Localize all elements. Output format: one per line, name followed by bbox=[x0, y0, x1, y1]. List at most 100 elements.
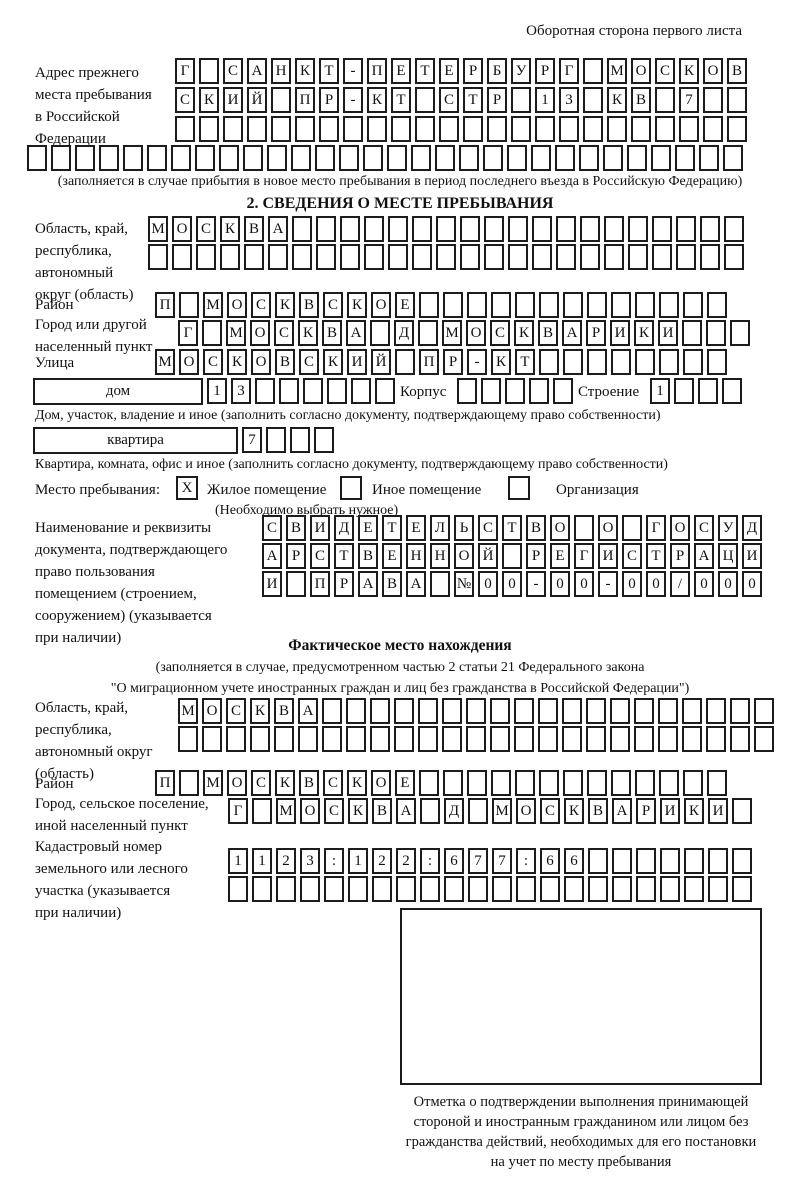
char-cell[interactable] bbox=[202, 320, 222, 346]
char-cell[interactable]: 0 bbox=[550, 571, 570, 597]
char-cell[interactable] bbox=[607, 116, 627, 142]
char-cell[interactable] bbox=[555, 145, 575, 171]
char-cell[interactable] bbox=[466, 726, 486, 752]
char-cell[interactable] bbox=[724, 244, 744, 270]
char-cell[interactable] bbox=[300, 876, 320, 902]
char-cell[interactable] bbox=[732, 876, 752, 902]
char-cell[interactable] bbox=[660, 876, 680, 902]
char-cell[interactable] bbox=[532, 216, 552, 242]
prev-address-row3[interactable] bbox=[175, 116, 747, 142]
char-cell[interactable]: Н bbox=[430, 543, 450, 569]
char-cell[interactable]: К bbox=[348, 798, 368, 824]
char-cell[interactable] bbox=[628, 216, 648, 242]
char-cell[interactable]: - bbox=[343, 58, 363, 84]
char-cell[interactable] bbox=[611, 770, 631, 796]
char-cell[interactable] bbox=[467, 770, 487, 796]
char-cell[interactable]: 2 bbox=[396, 848, 416, 874]
char-cell[interactable]: Е bbox=[406, 515, 426, 541]
section2-oblast-row2[interactable] bbox=[148, 244, 744, 270]
char-cell[interactable] bbox=[580, 216, 600, 242]
char-cell[interactable]: С bbox=[262, 515, 282, 541]
char-cell[interactable] bbox=[491, 770, 511, 796]
char-cell[interactable]: Г bbox=[175, 58, 195, 84]
char-cell[interactable] bbox=[375, 378, 395, 404]
char-cell[interactable] bbox=[487, 116, 507, 142]
char-cell[interactable] bbox=[252, 876, 272, 902]
char-cell[interactable]: К bbox=[275, 292, 295, 318]
char-cell[interactable]: Г bbox=[574, 543, 594, 569]
char-cell[interactable]: А bbox=[298, 698, 318, 724]
char-cell[interactable] bbox=[655, 116, 675, 142]
char-cell[interactable] bbox=[364, 216, 384, 242]
char-cell[interactable] bbox=[538, 698, 558, 724]
char-cell[interactable] bbox=[415, 87, 435, 113]
char-cell[interactable]: О bbox=[227, 770, 247, 796]
char-cell[interactable]: О bbox=[598, 515, 618, 541]
confirmation-stamp-box[interactable] bbox=[400, 908, 762, 1085]
char-cell[interactable]: С bbox=[323, 770, 343, 796]
char-cell[interactable] bbox=[351, 378, 371, 404]
char-cell[interactable] bbox=[412, 244, 432, 270]
char-cell[interactable]: В bbox=[526, 515, 546, 541]
char-cell[interactable]: С bbox=[251, 770, 271, 796]
char-cell[interactable] bbox=[51, 145, 71, 171]
char-cell[interactable]: А bbox=[346, 320, 366, 346]
char-cell[interactable] bbox=[676, 216, 696, 242]
char-cell[interactable] bbox=[586, 698, 606, 724]
char-cell[interactable]: С bbox=[655, 58, 675, 84]
char-cell[interactable] bbox=[457, 378, 477, 404]
kadastr-row2[interactable] bbox=[228, 876, 752, 902]
char-cell[interactable]: Д bbox=[334, 515, 354, 541]
char-cell[interactable]: К bbox=[347, 770, 367, 796]
char-cell[interactable]: К bbox=[634, 320, 654, 346]
char-cell[interactable]: 2 bbox=[372, 848, 392, 874]
char-cell[interactable]: 0 bbox=[694, 571, 714, 597]
char-cell[interactable]: А bbox=[247, 58, 267, 84]
char-cell[interactable] bbox=[700, 216, 720, 242]
char-cell[interactable]: Е bbox=[358, 515, 378, 541]
char-cell[interactable] bbox=[684, 876, 704, 902]
char-cell[interactable]: Р bbox=[319, 87, 339, 113]
char-cell[interactable] bbox=[195, 145, 215, 171]
char-cell[interactable] bbox=[539, 770, 559, 796]
char-cell[interactable] bbox=[271, 116, 291, 142]
char-cell[interactable] bbox=[587, 770, 607, 796]
char-cell[interactable]: 7 bbox=[242, 427, 262, 453]
char-cell[interactable] bbox=[484, 216, 504, 242]
char-cell[interactable] bbox=[706, 320, 726, 346]
char-cell[interactable]: С bbox=[203, 349, 223, 375]
char-cell[interactable]: К bbox=[227, 349, 247, 375]
char-cell[interactable] bbox=[99, 145, 119, 171]
char-cell[interactable] bbox=[395, 349, 415, 375]
char-cell[interactable]: 1 bbox=[207, 378, 227, 404]
char-cell[interactable] bbox=[603, 145, 623, 171]
char-cell[interactable] bbox=[430, 571, 450, 597]
char-cell[interactable] bbox=[363, 145, 383, 171]
stroenie-row[interactable]: 1 bbox=[650, 378, 742, 404]
char-cell[interactable]: / bbox=[670, 571, 690, 597]
char-cell[interactable] bbox=[627, 145, 647, 171]
char-cell[interactable] bbox=[675, 145, 695, 171]
char-cell[interactable] bbox=[372, 876, 392, 902]
char-cell[interactable] bbox=[511, 87, 531, 113]
char-cell[interactable]: 7 bbox=[492, 848, 512, 874]
char-cell[interactable] bbox=[298, 726, 318, 752]
char-cell[interactable]: С bbox=[196, 216, 216, 242]
kvartira-row[interactable]: 7 bbox=[242, 427, 334, 453]
char-cell[interactable]: № bbox=[454, 571, 474, 597]
char-cell[interactable]: О bbox=[703, 58, 723, 84]
char-cell[interactable] bbox=[75, 145, 95, 171]
char-cell[interactable] bbox=[228, 876, 248, 902]
char-cell[interactable] bbox=[563, 770, 583, 796]
char-cell[interactable] bbox=[322, 698, 342, 724]
char-cell[interactable] bbox=[481, 378, 501, 404]
char-cell[interactable] bbox=[514, 698, 534, 724]
char-cell[interactable]: К bbox=[298, 320, 318, 346]
char-cell[interactable] bbox=[484, 244, 504, 270]
char-cell[interactable] bbox=[443, 292, 463, 318]
char-cell[interactable] bbox=[587, 292, 607, 318]
char-cell[interactable]: Т bbox=[515, 349, 535, 375]
char-cell[interactable] bbox=[562, 726, 582, 752]
